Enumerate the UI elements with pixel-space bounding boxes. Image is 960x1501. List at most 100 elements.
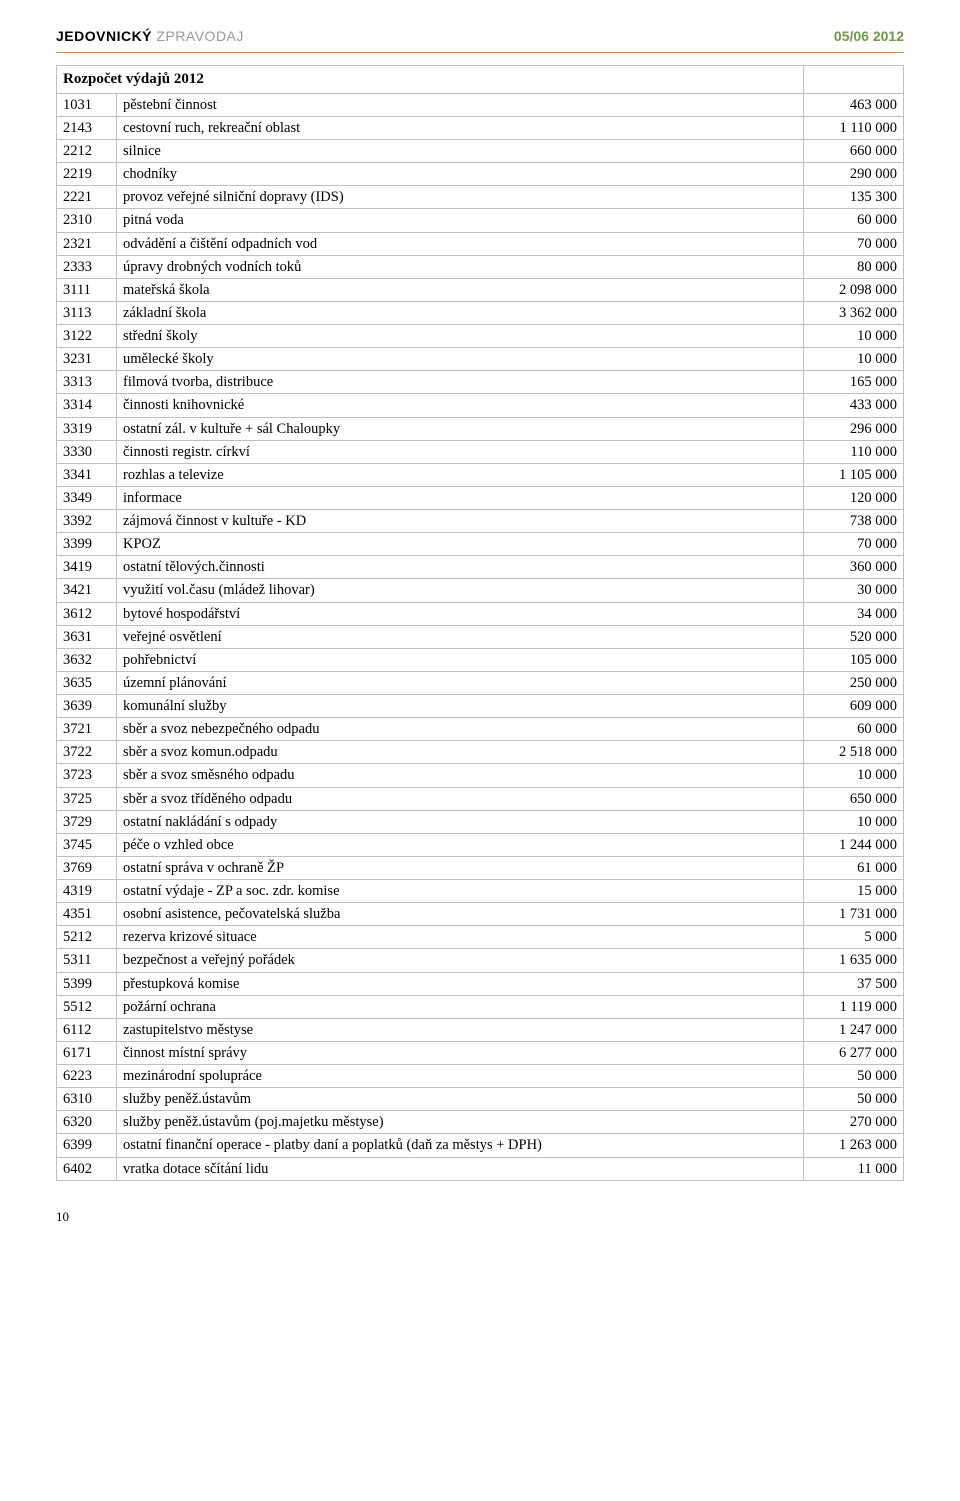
row-code: 3113 xyxy=(57,301,117,324)
row-desc: ostatní tělových.činnosti xyxy=(117,556,804,579)
row-value: 609 000 xyxy=(804,695,904,718)
row-value: 660 000 xyxy=(804,140,904,163)
table-row: 6320služby peněž.ústavům (poj.majetku mě… xyxy=(57,1111,904,1134)
row-value: 738 000 xyxy=(804,510,904,533)
row-desc: pěstební činnost xyxy=(117,93,804,116)
row-value: 463 000 xyxy=(804,93,904,116)
table-row: 3631veřejné osvětlení520 000 xyxy=(57,625,904,648)
row-value: 1 731 000 xyxy=(804,903,904,926)
row-value: 1 635 000 xyxy=(804,949,904,972)
table-row: 3723sběr a svoz směsného odpadu10 000 xyxy=(57,764,904,787)
table-row: 3722sběr a svoz komun.odpadu2 518 000 xyxy=(57,741,904,764)
row-code: 2321 xyxy=(57,232,117,255)
table-row: 3122střední školy10 000 xyxy=(57,325,904,348)
table-row: 6402vratka dotace sčítání lidu11 000 xyxy=(57,1157,904,1180)
publication-title-bold: JEDOVNICKÝ xyxy=(56,28,152,44)
table-row: 5212rezerva krizové situace5 000 xyxy=(57,926,904,949)
row-desc: chodníky xyxy=(117,163,804,186)
row-desc: pohřebnictví xyxy=(117,648,804,671)
row-desc: veřejné osvětlení xyxy=(117,625,804,648)
row-value: 1 244 000 xyxy=(804,833,904,856)
table-row: 3231umělecké školy10 000 xyxy=(57,348,904,371)
row-value: 360 000 xyxy=(804,556,904,579)
row-code: 4319 xyxy=(57,880,117,903)
row-code: 3421 xyxy=(57,579,117,602)
row-value: 50 000 xyxy=(804,1088,904,1111)
table-row: 3113základní škola3 362 000 xyxy=(57,301,904,324)
row-value: 10 000 xyxy=(804,325,904,348)
table-row: 2221provoz veřejné silniční dopravy (IDS… xyxy=(57,186,904,209)
row-code: 5399 xyxy=(57,972,117,995)
table-row: 6223mezinárodní spolupráce50 000 xyxy=(57,1065,904,1088)
table-title: Rozpočet výdajů 2012 xyxy=(57,66,804,94)
row-desc: vratka dotace sčítání lidu xyxy=(117,1157,804,1180)
row-value: 10 000 xyxy=(804,764,904,787)
row-desc: využití vol.času (mládež lihovar) xyxy=(117,579,804,602)
row-code: 3419 xyxy=(57,556,117,579)
row-code: 2221 xyxy=(57,186,117,209)
page: JEDOVNICKÝ ZPRAVODAJ 05/06 2012 Rozpočet… xyxy=(0,0,960,1265)
table-row: 3111mateřská škola2 098 000 xyxy=(57,278,904,301)
table-row: 3639komunální služby609 000 xyxy=(57,695,904,718)
row-desc: KPOZ xyxy=(117,533,804,556)
row-desc: umělecké školy xyxy=(117,348,804,371)
table-row: 6399ostatní finanční operace - platby da… xyxy=(57,1134,904,1157)
row-value: 50 000 xyxy=(804,1065,904,1088)
row-value: 70 000 xyxy=(804,533,904,556)
row-value: 290 000 xyxy=(804,163,904,186)
page-header: JEDOVNICKÝ ZPRAVODAJ 05/06 2012 xyxy=(56,28,904,44)
row-desc: činnost místní správy xyxy=(117,1041,804,1064)
header-divider xyxy=(56,52,904,53)
row-code: 6112 xyxy=(57,1018,117,1041)
table-row: 5512požární ochrana1 119 000 xyxy=(57,995,904,1018)
row-value: 6 277 000 xyxy=(804,1041,904,1064)
row-code: 3721 xyxy=(57,718,117,741)
row-desc: územní plánování xyxy=(117,671,804,694)
table-row: 3349informace120 000 xyxy=(57,486,904,509)
table-row: 3314činnosti knihovnické433 000 xyxy=(57,394,904,417)
row-desc: provoz veřejné silniční dopravy (IDS) xyxy=(117,186,804,209)
row-value: 296 000 xyxy=(804,417,904,440)
table-row: 2321odvádění a čištění odpadních vod70 0… xyxy=(57,232,904,255)
row-code: 3745 xyxy=(57,833,117,856)
row-desc: péče o vzhled obce xyxy=(117,833,804,856)
table-row: 3721sběr a svoz nebezpečného odpadu60 00… xyxy=(57,718,904,741)
table-row: 2143cestovní ruch, rekreační oblast1 110… xyxy=(57,116,904,139)
publication-title-light: ZPRAVODAJ xyxy=(156,28,243,44)
row-code: 4351 xyxy=(57,903,117,926)
table-row: 5399přestupková komise37 500 xyxy=(57,972,904,995)
row-desc: základní škola xyxy=(117,301,804,324)
table-row: 3313filmová tvorba, distribuce165 000 xyxy=(57,371,904,394)
row-desc: sběr a svoz komun.odpadu xyxy=(117,741,804,764)
publication-title: JEDOVNICKÝ ZPRAVODAJ xyxy=(56,28,244,44)
row-code: 3392 xyxy=(57,510,117,533)
row-code: 5212 xyxy=(57,926,117,949)
row-desc: silnice xyxy=(117,140,804,163)
row-desc: osobní asistence, pečovatelská služba xyxy=(117,903,804,926)
row-code: 6310 xyxy=(57,1088,117,1111)
row-code: 6402 xyxy=(57,1157,117,1180)
table-row: 2333úpravy drobných vodních toků80 000 xyxy=(57,255,904,278)
row-value: 1 110 000 xyxy=(804,116,904,139)
row-value: 30 000 xyxy=(804,579,904,602)
row-desc: informace xyxy=(117,486,804,509)
row-code: 3612 xyxy=(57,602,117,625)
row-value: 5 000 xyxy=(804,926,904,949)
row-desc: zájmová činnost v kultuře - KD xyxy=(117,510,804,533)
row-desc: úpravy drobných vodních toků xyxy=(117,255,804,278)
row-desc: střední školy xyxy=(117,325,804,348)
row-desc: zastupitelstvo městyse xyxy=(117,1018,804,1041)
row-code: 3341 xyxy=(57,463,117,486)
table-row: 4319ostatní výdaje - ZP a soc. zdr. komi… xyxy=(57,880,904,903)
row-value: 135 300 xyxy=(804,186,904,209)
row-value: 60 000 xyxy=(804,718,904,741)
table-row: 3632pohřebnictví105 000 xyxy=(57,648,904,671)
row-desc: rozhlas a televize xyxy=(117,463,804,486)
row-code: 3399 xyxy=(57,533,117,556)
table-row: 6310služby peněž.ústavům50 000 xyxy=(57,1088,904,1111)
row-code: 3725 xyxy=(57,787,117,810)
row-desc: sběr a svoz tříděného odpadu xyxy=(117,787,804,810)
row-desc: mateřská škola xyxy=(117,278,804,301)
row-desc: ostatní správa v ochraně ŽP xyxy=(117,856,804,879)
page-number: 10 xyxy=(56,1209,904,1225)
